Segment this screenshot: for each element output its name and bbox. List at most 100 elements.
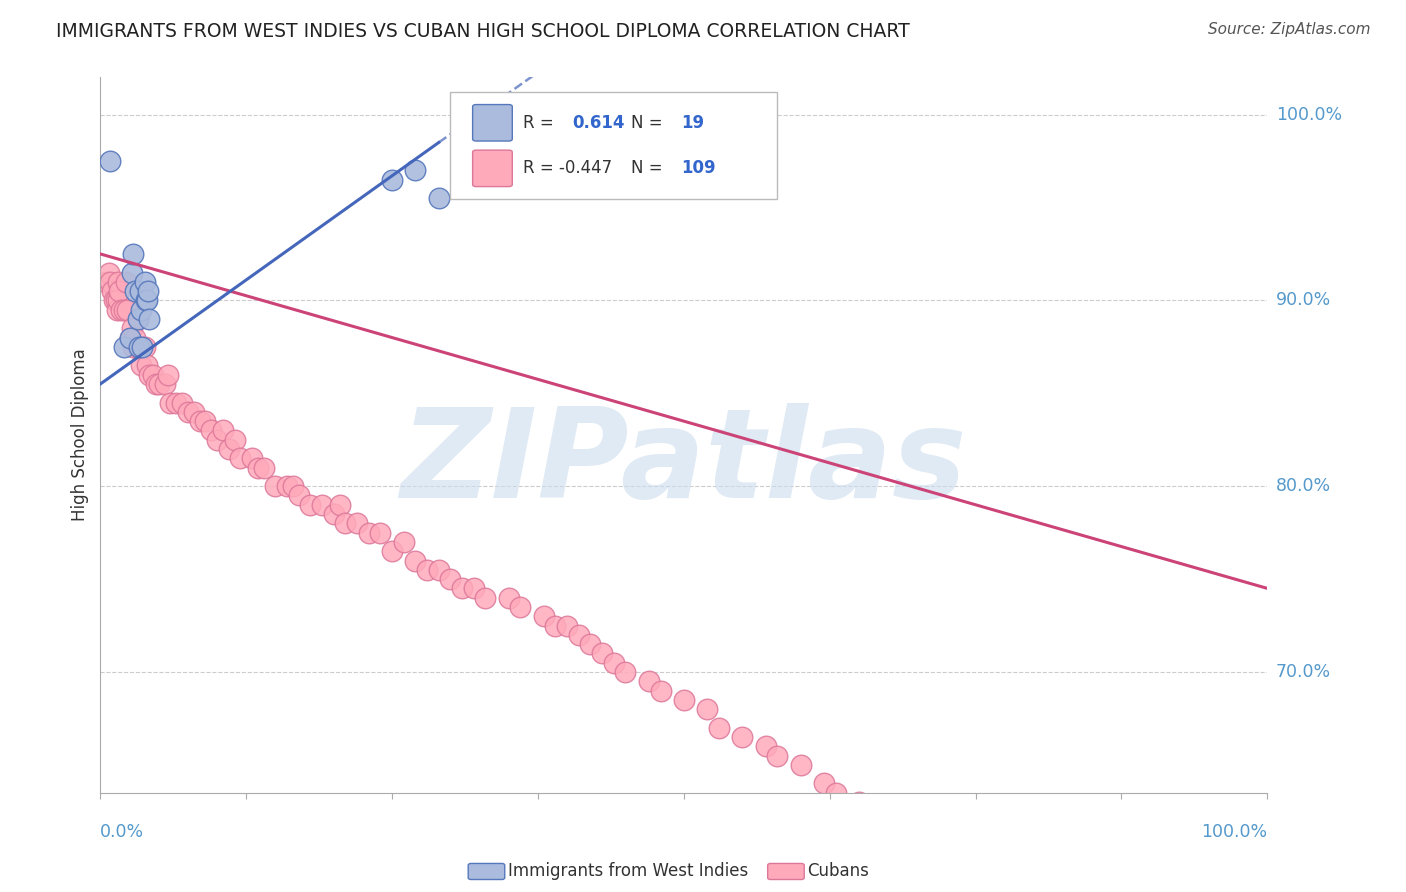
Point [637, 674, 659, 689]
Point [439, 572, 461, 586]
Point [118, 330, 141, 344]
Point [650, 683, 672, 698]
Point [200, 424, 222, 438]
Point [118, 330, 141, 344]
Point [253, 460, 276, 475]
Point [707, 721, 730, 735]
Point [128, 340, 150, 354]
Point [276, 479, 298, 493]
Point [953, 860, 976, 874]
Point [101, 284, 124, 298]
Point [905, 832, 928, 847]
Point [103, 293, 125, 308]
Point [311, 498, 333, 512]
Point [183, 405, 205, 419]
Point [392, 535, 415, 549]
Text: 0.0%: 0.0% [100, 823, 145, 841]
Point [157, 368, 180, 382]
Point [145, 377, 167, 392]
Point [112, 340, 135, 354]
Point [381, 172, 404, 186]
FancyBboxPatch shape [472, 150, 512, 186]
Point [112, 302, 135, 317]
Point [789, 758, 811, 772]
Text: 19: 19 [682, 114, 704, 132]
Point [224, 433, 246, 447]
Point [474, 591, 496, 605]
Point [579, 637, 602, 651]
Point [108, 284, 131, 298]
Point [134, 340, 156, 354]
Text: Immigrants from West Indies: Immigrants from West Indies [508, 863, 748, 880]
Point [240, 451, 263, 466]
Point [136, 293, 159, 308]
Text: 100.0%: 100.0% [1201, 823, 1267, 841]
Point [264, 479, 287, 493]
Point [229, 451, 252, 466]
Point [159, 395, 181, 409]
Point [509, 599, 531, 614]
Point [754, 739, 776, 754]
Text: 109: 109 [682, 160, 716, 178]
Point [127, 312, 149, 326]
Point [498, 591, 520, 605]
Point [427, 191, 450, 205]
Point [965, 869, 987, 883]
Text: 70.0%: 70.0% [1275, 663, 1331, 681]
Point [463, 582, 485, 596]
Point [813, 776, 835, 790]
Point [404, 553, 426, 567]
Point [987, 888, 1010, 892]
Point [138, 312, 160, 326]
Point [322, 507, 344, 521]
Text: 90.0%: 90.0% [1275, 292, 1331, 310]
Point [614, 665, 637, 679]
Point [153, 377, 176, 392]
Point [533, 609, 555, 624]
Point [883, 814, 905, 828]
Point [170, 395, 193, 409]
Point [107, 293, 129, 308]
Point [824, 786, 846, 800]
Point [672, 693, 695, 707]
Point [335, 516, 357, 531]
Point [135, 293, 157, 308]
Point [427, 563, 450, 577]
Point [281, 479, 304, 493]
Point [603, 656, 626, 670]
Point [105, 302, 128, 317]
Text: ZIPatlas: ZIPatlas [401, 403, 967, 524]
Point [246, 460, 269, 475]
Point [404, 163, 426, 178]
Point [136, 284, 159, 298]
Point [212, 424, 235, 438]
Text: 80.0%: 80.0% [1275, 477, 1331, 495]
Point [929, 841, 952, 855]
Point [104, 293, 127, 308]
Point [848, 795, 870, 809]
Point [381, 544, 404, 558]
FancyBboxPatch shape [472, 104, 512, 141]
Text: IMMIGRANTS FROM WEST INDIES VS CUBAN HIGH SCHOOL DIPLOMA CORRELATION CHART: IMMIGRANTS FROM WEST INDIES VS CUBAN HIG… [56, 22, 910, 41]
Point [568, 628, 591, 642]
Point [138, 368, 160, 382]
Point [299, 498, 322, 512]
Text: N =: N = [631, 114, 664, 132]
Point [696, 702, 718, 716]
Point [188, 414, 211, 428]
Text: 0.614: 0.614 [572, 114, 624, 132]
Point [121, 266, 143, 280]
Point [766, 748, 789, 763]
Point [96, 275, 118, 289]
Y-axis label: High School Diploma: High School Diploma [72, 349, 89, 522]
Point [136, 359, 159, 373]
Point [329, 498, 352, 512]
Point [122, 247, 145, 261]
Point [129, 284, 152, 298]
Point [110, 302, 132, 317]
FancyBboxPatch shape [450, 92, 778, 199]
Text: 100.0%: 100.0% [1275, 105, 1341, 124]
Point [124, 330, 146, 344]
Point [127, 340, 149, 354]
Point [370, 525, 392, 540]
